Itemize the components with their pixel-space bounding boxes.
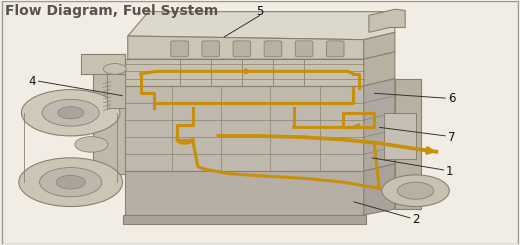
FancyBboxPatch shape (171, 41, 188, 57)
Polygon shape (128, 36, 363, 59)
Polygon shape (369, 9, 405, 32)
Polygon shape (123, 59, 363, 86)
Polygon shape (81, 54, 125, 74)
FancyBboxPatch shape (327, 41, 344, 57)
Circle shape (103, 63, 126, 74)
Polygon shape (363, 32, 395, 59)
Polygon shape (123, 86, 363, 171)
Circle shape (75, 137, 108, 152)
Circle shape (56, 175, 85, 189)
Polygon shape (363, 79, 395, 171)
Circle shape (21, 90, 120, 136)
Circle shape (40, 168, 102, 197)
Text: 7: 7 (448, 131, 456, 144)
Polygon shape (123, 215, 366, 224)
FancyBboxPatch shape (295, 41, 313, 57)
Text: 5: 5 (256, 5, 264, 18)
Circle shape (42, 99, 99, 126)
Polygon shape (363, 52, 395, 86)
Polygon shape (128, 12, 395, 40)
Circle shape (58, 107, 84, 119)
Text: Flow Diagram, Fuel System: Flow Diagram, Fuel System (5, 4, 218, 18)
FancyBboxPatch shape (264, 41, 282, 57)
Circle shape (19, 158, 123, 207)
FancyBboxPatch shape (233, 41, 251, 57)
Polygon shape (395, 79, 421, 209)
Text: 1: 1 (446, 165, 453, 178)
FancyBboxPatch shape (202, 41, 219, 57)
Polygon shape (384, 113, 415, 159)
Polygon shape (93, 54, 125, 174)
Polygon shape (363, 164, 395, 215)
Circle shape (397, 182, 434, 199)
Polygon shape (125, 171, 363, 215)
Circle shape (382, 175, 449, 207)
Text: 2: 2 (412, 213, 419, 226)
Text: 4: 4 (28, 74, 35, 87)
Text: 6: 6 (448, 92, 456, 105)
Polygon shape (107, 74, 125, 108)
